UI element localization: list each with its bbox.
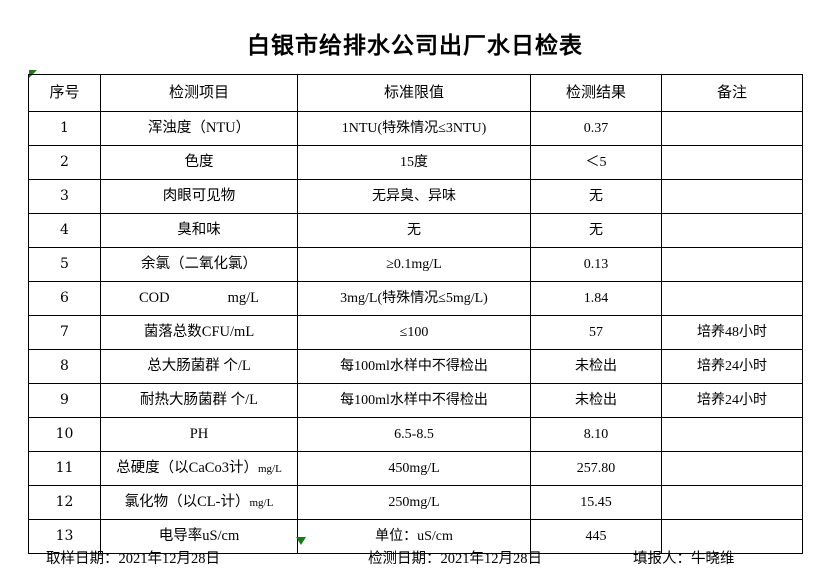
green-bottom-marker-icon <box>296 537 306 545</box>
footer: 取样日期：2021年12月28日 检测日期：2021年12月28日 填报人：牛晓… <box>28 545 802 575</box>
cell-note <box>661 145 803 180</box>
cell-limit: 450mg/L <box>297 451 531 486</box>
cell-note <box>661 281 803 316</box>
cell-index: 6 <box>28 281 101 316</box>
cell-item-unit: mg/L <box>257 462 282 475</box>
table-row: 1 浑浊度（NTU） 1NTU(特殊情况≤3NTU) 0.37 <box>28 111 803 146</box>
cell-note <box>661 417 803 452</box>
cell-limit: 无 <box>297 213 531 248</box>
cell-limit: 1NTU(特殊情况≤3NTU) <box>297 111 531 146</box>
cell-item: 电导率uS/cm <box>100 519 298 554</box>
footer-author: 填报人：牛晓维 <box>633 551 735 567</box>
cell-index: 11 <box>28 451 101 486</box>
cell-note: 培养24小时 <box>661 383 803 418</box>
water-quality-table: 序号 检测项目 标准限值 检测结果 备注 1 浑浊度（NTU） 1NTU(特殊情况≤… <box>28 74 803 554</box>
table-row: 4 臭和味无无 <box>28 213 803 248</box>
cell-item-suffix: mg/L <box>227 289 260 306</box>
cell-item: PH <box>100 417 298 452</box>
cell-result: 未检出 <box>530 349 662 384</box>
cell-item: 总硬度（以CaCo3计）mg/L <box>100 451 298 486</box>
table-row: 13 电导率uS/cm 单位：uS/cm 445 <box>28 519 803 554</box>
cell-result: 257.80 <box>530 451 662 486</box>
cell-index: 8 <box>28 349 101 384</box>
cell-result: 445 <box>530 519 662 554</box>
table-row: 8 总大肠菌群 个/L 每100ml水样中不得检出 未检出 培养24小时 <box>28 349 803 384</box>
cell-result: 57 <box>530 315 662 350</box>
cell-item: 余氯（二氧化氯） <box>100 247 298 282</box>
cell-note <box>661 247 803 282</box>
cell-limit: ≤100 <box>297 315 531 350</box>
cell-index: 9 <box>28 383 101 418</box>
table-row: 12 氯化物（以CL-计）mg/L 250mg/L 15.45 <box>28 485 803 520</box>
header-note: 备注 <box>661 74 803 112</box>
cell-index: 5 <box>28 247 101 282</box>
cell-result: ＜5 <box>530 145 662 180</box>
cell-item: 臭和味 <box>100 213 298 248</box>
table-row: 6 COD mg/L 3mg/L(特殊情况≤5mg/L) 1.84 <box>28 281 803 316</box>
cell-note <box>661 179 803 214</box>
table-row: 9 耐热大肠菌群 个/L 每100ml水样中不得检出 未检出 培养24小时 <box>28 383 803 418</box>
cell-item: 耐热大肠菌群 个/L <box>100 383 298 418</box>
cell-item: 色度 <box>100 145 298 180</box>
cell-limit: 每100ml水样中不得检出 <box>297 349 531 384</box>
cell-limit: 250mg/L <box>297 485 531 520</box>
cell-result: 15.45 <box>530 485 662 520</box>
cell-note <box>661 111 803 146</box>
cell-item: 菌落总数CFU/mL <box>100 315 298 350</box>
cell-item: 浑浊度（NTU） <box>100 111 298 146</box>
header-index: 序号 <box>28 74 101 112</box>
cell-item: 氯化物（以CL-计）mg/L <box>100 485 298 520</box>
cell-item: 总大肠菌群 个/L <box>100 349 298 384</box>
cell-limit: 15度 <box>297 145 531 180</box>
cell-result: 8.10 <box>530 417 662 452</box>
cell-limit: 无异臭、异味 <box>297 179 531 214</box>
table-row: 2 色度 15度 ＜5 <box>28 145 803 180</box>
cell-index: 7 <box>28 315 101 350</box>
cell-note <box>661 451 803 486</box>
cell-limit: 6.5-8.5 <box>297 417 531 452</box>
cell-note: 培养24小时 <box>661 349 803 384</box>
header-limit: 标准限值 <box>297 74 531 112</box>
cell-result: 无 <box>530 179 662 214</box>
cell-result: 无 <box>530 213 662 248</box>
cell-note <box>661 519 803 554</box>
header-result: 检测结果 <box>530 74 662 112</box>
table-row: 11 总硬度（以CaCo3计）mg/L 450mg/L 257.80 <box>28 451 803 486</box>
cell-limit: 每100ml水样中不得检出 <box>297 383 531 418</box>
cell-index: 1 <box>28 111 101 146</box>
page-title: 白银市给排水公司出厂水日检表 <box>247 32 583 59</box>
cell-item-prefix: COD <box>138 289 170 306</box>
cell-index: 4 <box>28 213 101 248</box>
cell-item-main: 氯化物（以CL-计） <box>124 493 250 510</box>
cell-result: 1.84 <box>530 281 662 316</box>
table-header-row: 序号 检测项目 标准限值 检测结果 备注 <box>28 74 803 112</box>
table-row: 5 余氯（二氧化氯） ≥0.1mg/L 0.13 <box>28 247 803 282</box>
table-row: 10 PH 6.5-8.5 8.10 <box>28 417 803 452</box>
cell-result: 0.13 <box>530 247 662 282</box>
cell-item-unit: mg/L <box>249 496 274 509</box>
table-row: 3 肉眼可见物 无异臭、异味无 <box>28 179 803 214</box>
cell-result: 未检出 <box>530 383 662 418</box>
cell-limit: 单位：uS/cm <box>297 519 531 554</box>
table-row: 7 菌落总数CFU/mL ≤100 57 培养48小时 <box>28 315 803 350</box>
cell-note: 培养48小时 <box>661 315 803 350</box>
cell-note <box>661 213 803 248</box>
footer-test-date: 检测日期：2021年12月28日 <box>368 551 542 567</box>
table-body: 1 浑浊度（NTU） 1NTU(特殊情况≤3NTU) 0.37 2 色度 15度 ＜5 3 肉眼可… <box>28 111 803 554</box>
header-item: 检测项目 <box>100 74 298 112</box>
footer-sample-date: 取样日期：2021年12月28日 <box>46 551 220 567</box>
cell-limit: 3mg/L(特殊情况≤5mg/L) <box>297 281 531 316</box>
cell-index: 13 <box>28 519 101 554</box>
cell-item: 肉眼可见物 <box>100 179 298 214</box>
cell-limit: ≥0.1mg/L <box>297 247 531 282</box>
cell-index: 2 <box>28 145 101 180</box>
cell-index: 3 <box>28 179 101 214</box>
cell-result: 0.37 <box>530 111 662 146</box>
cell-item-main: 总硬度（以CaCo3计） <box>116 459 258 476</box>
cell-item: COD mg/L <box>100 281 298 316</box>
cell-index: 10 <box>28 417 101 452</box>
cell-index: 12 <box>28 485 101 520</box>
cell-note <box>661 485 803 520</box>
